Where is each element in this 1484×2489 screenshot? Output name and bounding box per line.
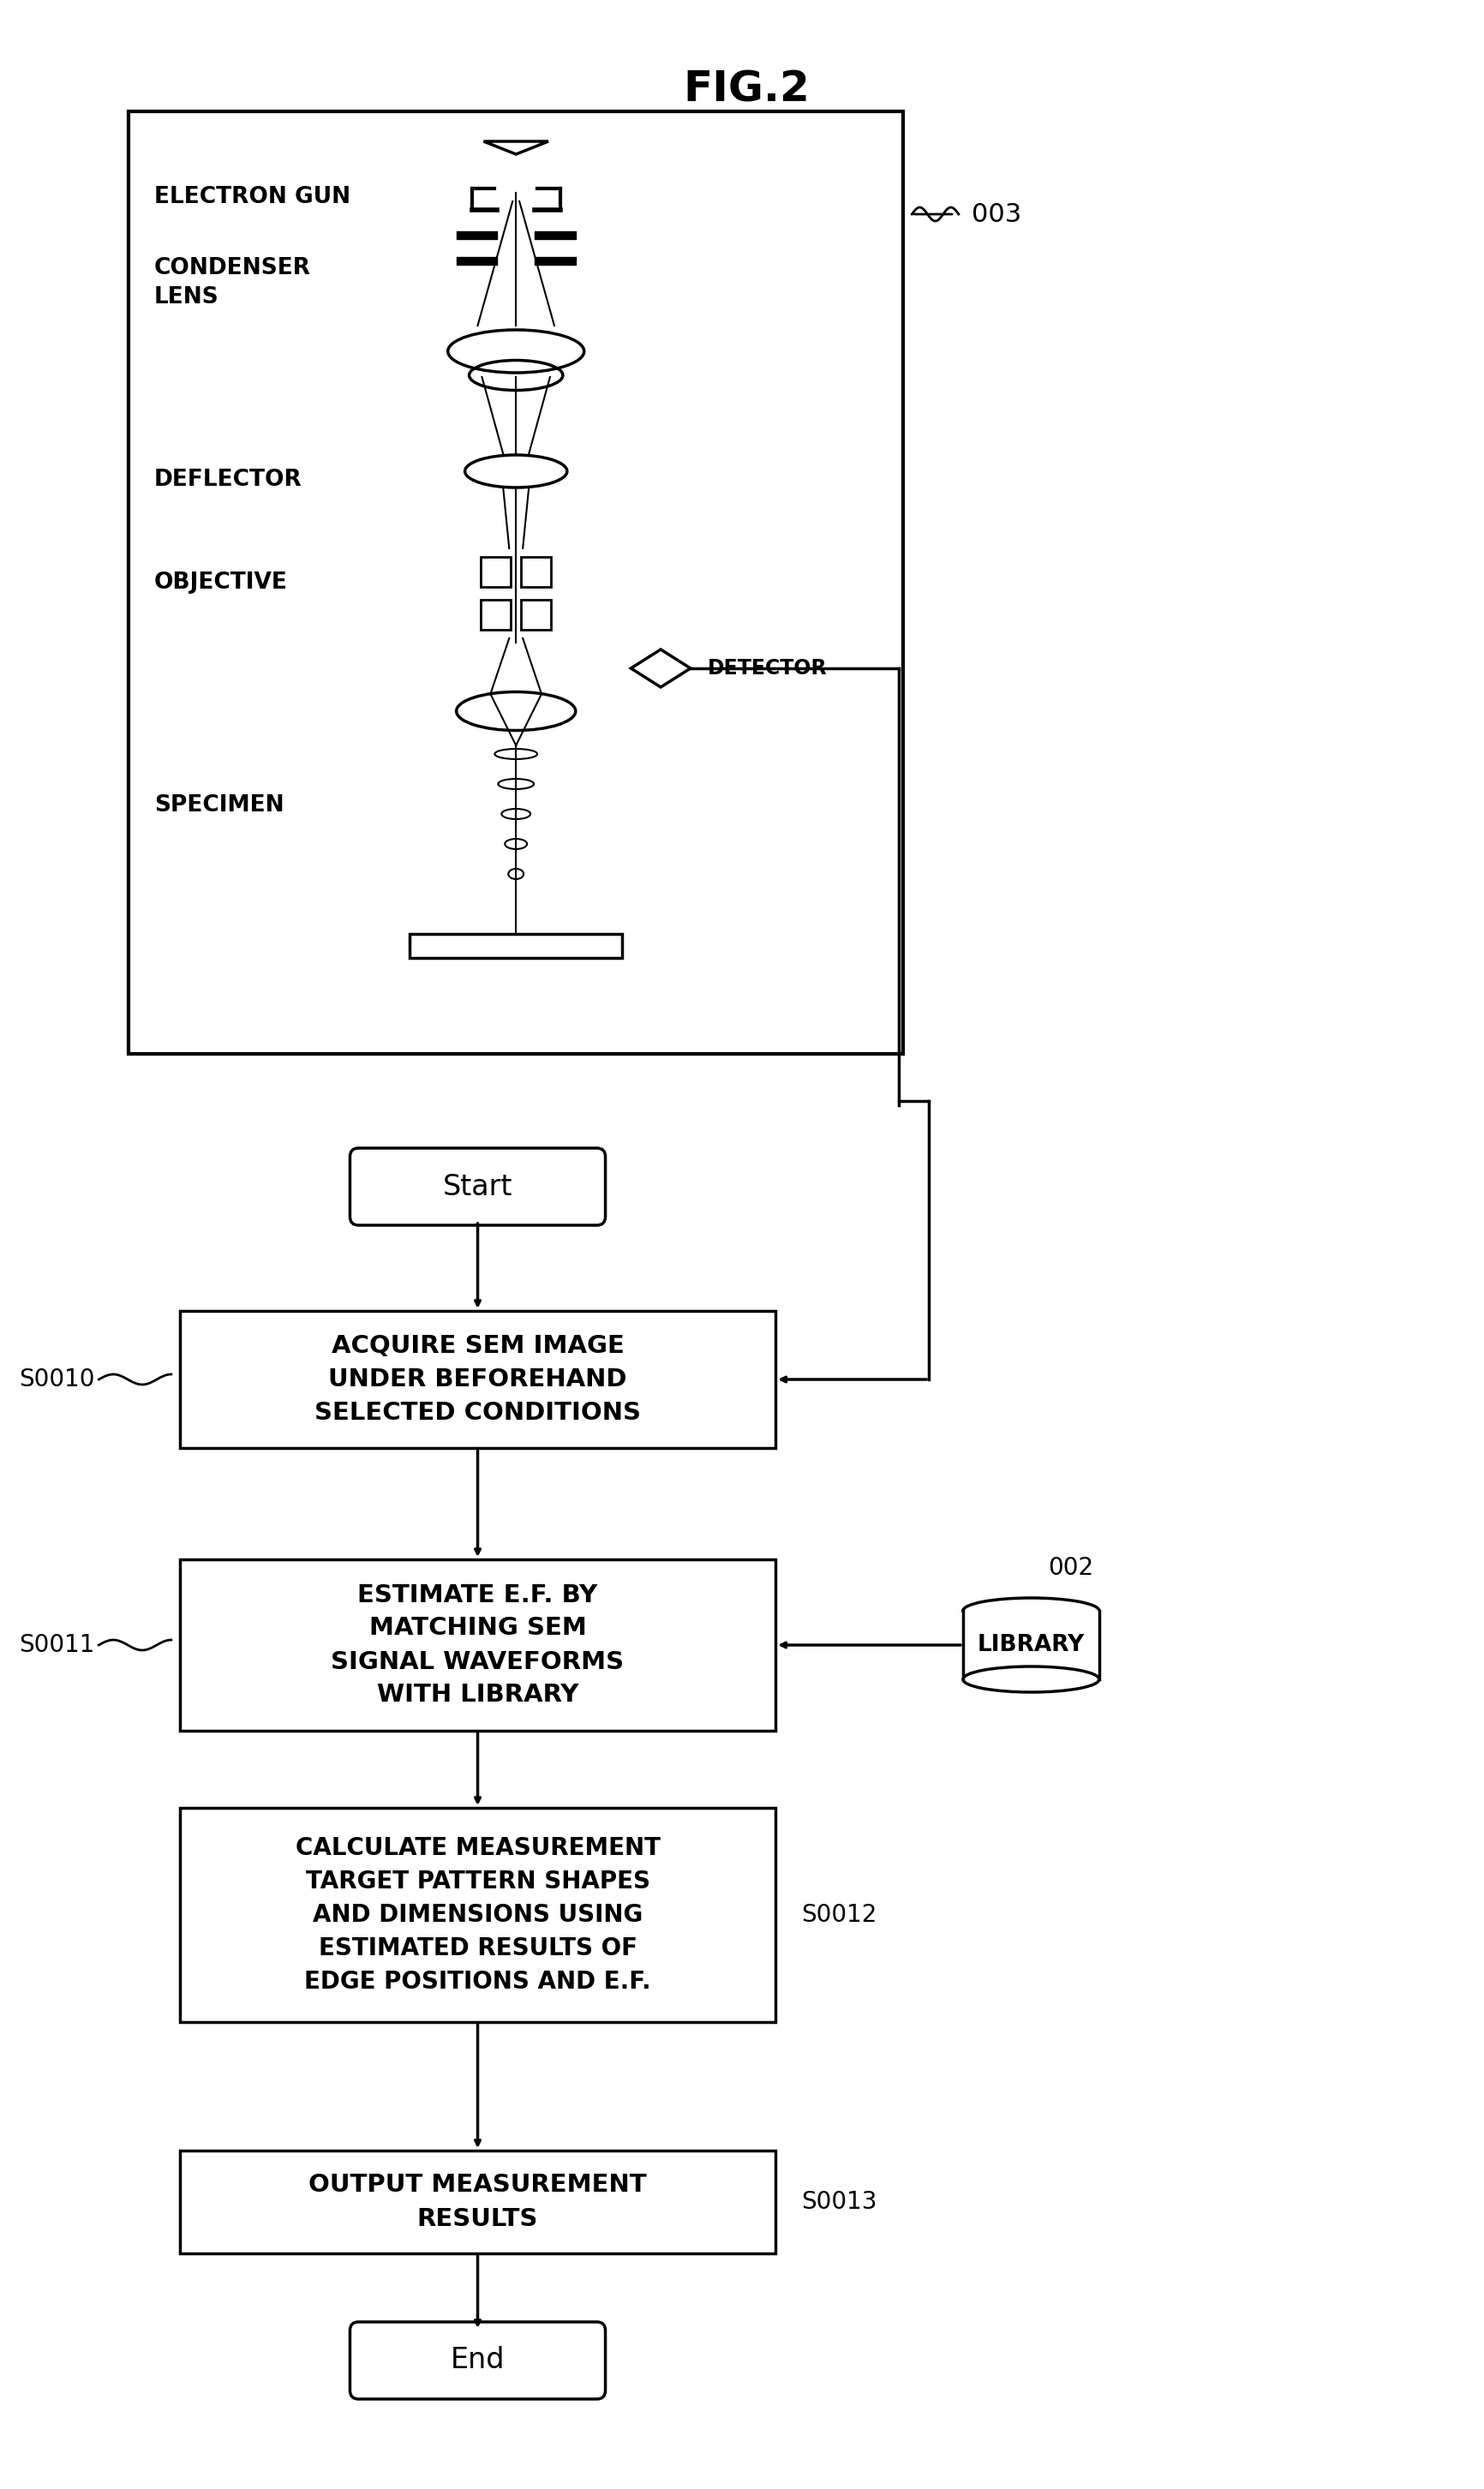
Text: SPECIMEN: SPECIMEN xyxy=(154,794,283,816)
Text: CONDENSER
LENS: CONDENSER LENS xyxy=(154,256,312,309)
FancyBboxPatch shape xyxy=(350,1147,605,1225)
Text: 002: 002 xyxy=(1048,1556,1094,1581)
Text: Start: Start xyxy=(442,1172,512,1200)
Text: CALCULATE MEASUREMENT
TARGET PATTERN SHAPES
AND DIMENSIONS USING
ESTIMATED RESUL: CALCULATE MEASUREMENT TARGET PATTERN SHA… xyxy=(295,1837,660,1994)
Text: FIG.2: FIG.2 xyxy=(683,70,810,110)
Bar xyxy=(481,558,510,587)
Text: End: End xyxy=(451,2347,505,2375)
Text: S0011: S0011 xyxy=(19,1633,95,1658)
Text: LIBRARY: LIBRARY xyxy=(978,1633,1085,1655)
Text: ACQUIRE SEM IMAGE
UNDER BEFOREHAND
SELECTED CONDITIONS: ACQUIRE SEM IMAGE UNDER BEFOREHAND SELEC… xyxy=(315,1334,641,1424)
Text: DETECTOR: DETECTOR xyxy=(708,657,827,679)
Text: S0013: S0013 xyxy=(801,2190,877,2215)
Text: DEFLECTOR: DEFLECTOR xyxy=(154,468,303,490)
Bar xyxy=(180,1561,776,1730)
Text: ESTIMATE E.F. BY
MATCHING SEM
SIGNAL WAVEFORMS
WITH LIBRARY: ESTIMATE E.F. BY MATCHING SEM SIGNAL WAV… xyxy=(331,1583,625,1707)
Text: 003: 003 xyxy=(972,202,1021,226)
Bar xyxy=(410,933,622,958)
Bar xyxy=(180,2150,776,2253)
Bar xyxy=(521,600,551,630)
Text: OBJECTIVE: OBJECTIVE xyxy=(154,572,288,595)
Bar xyxy=(521,558,551,587)
Text: OUTPUT MEASUREMENT
RESULTS: OUTPUT MEASUREMENT RESULTS xyxy=(309,2173,647,2230)
Bar xyxy=(481,600,510,630)
Bar xyxy=(963,1610,1100,1680)
FancyBboxPatch shape xyxy=(350,2322,605,2399)
Bar xyxy=(180,1807,776,2021)
Text: ELECTRON GUN: ELECTRON GUN xyxy=(154,187,350,209)
Text: S0012: S0012 xyxy=(801,1904,877,1926)
Bar xyxy=(180,1312,776,1449)
Text: S0010: S0010 xyxy=(19,1366,95,1391)
Bar xyxy=(129,112,904,1053)
